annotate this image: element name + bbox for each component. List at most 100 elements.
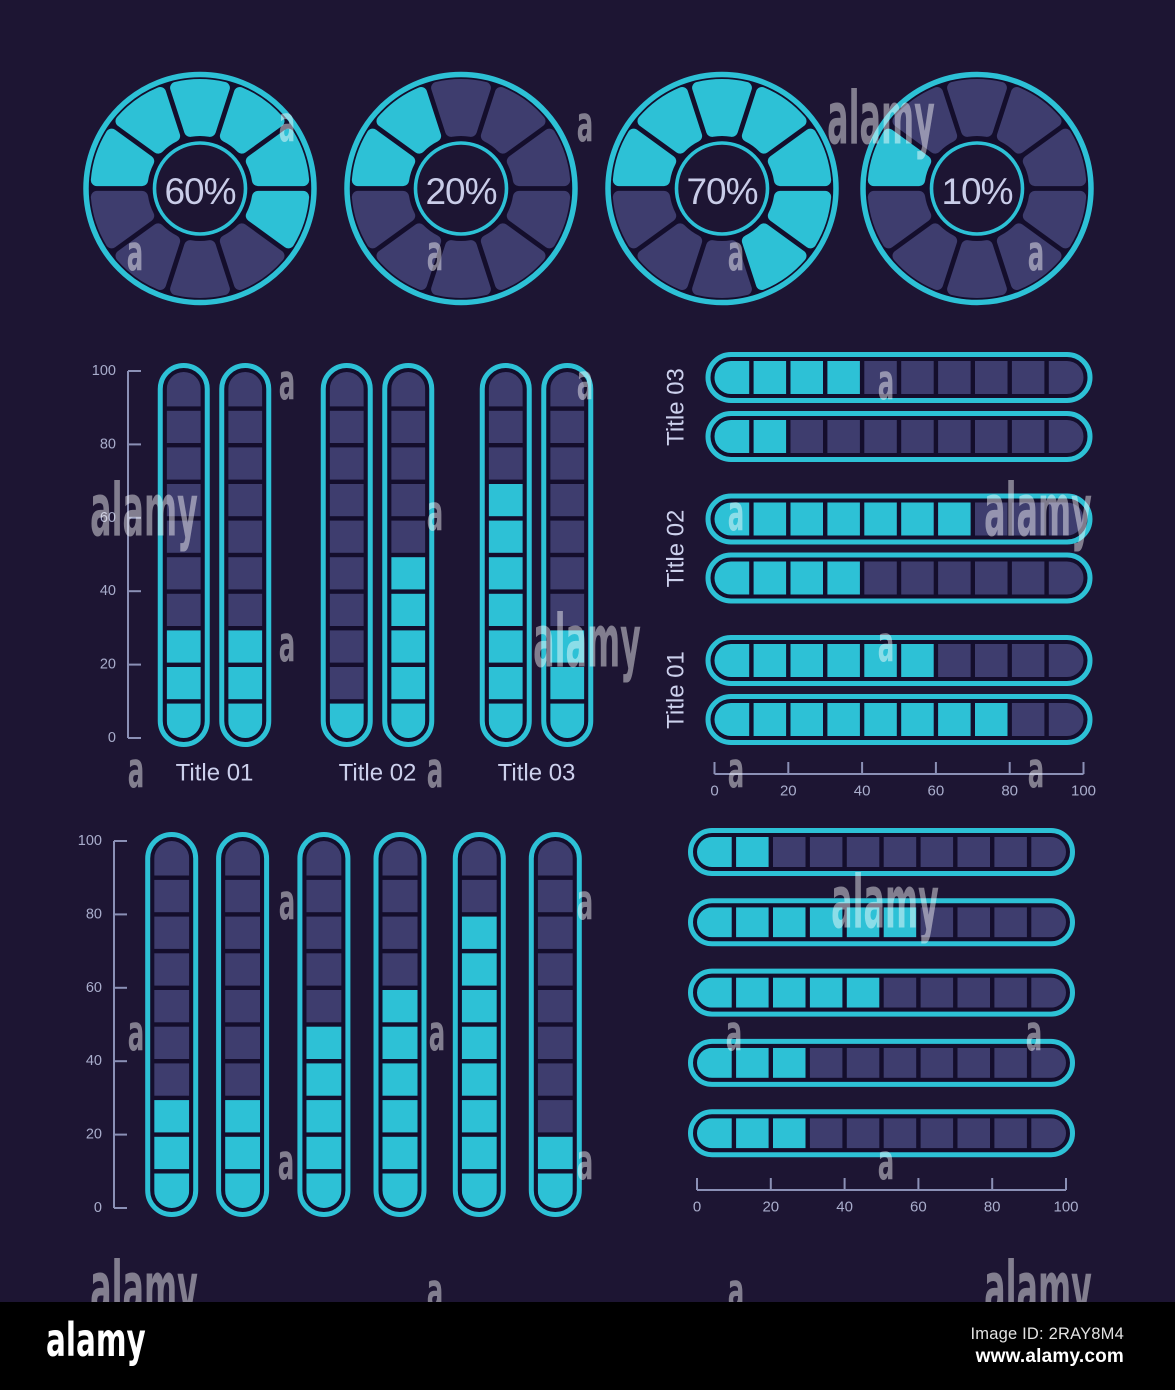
group-title: Title 02 bbox=[339, 760, 417, 787]
pill-segment-filled bbox=[488, 557, 523, 590]
pill-segment-empty bbox=[975, 644, 1008, 677]
pill-segment-empty bbox=[329, 484, 364, 517]
wheel-segment-filled bbox=[219, 86, 285, 154]
pill-segment-filled bbox=[306, 1100, 342, 1133]
pill-segment-empty bbox=[550, 484, 585, 517]
pill-segment-filled bbox=[225, 1173, 261, 1208]
wheel-segment-filled bbox=[741, 86, 807, 154]
pill-segment-filled bbox=[488, 484, 523, 517]
horizontal-pill bbox=[688, 1038, 1075, 1087]
pill-segment-filled bbox=[382, 1173, 418, 1208]
watermark-alamy: alamy bbox=[984, 468, 1092, 554]
watermark-alamy: alamy bbox=[827, 76, 935, 162]
vertical-pill bbox=[373, 832, 427, 1217]
pill-segment-filled bbox=[391, 667, 426, 700]
x-axis-tick-label: 60 bbox=[910, 1199, 927, 1216]
pill-segment-filled bbox=[537, 1173, 573, 1208]
pill-segment-empty bbox=[790, 420, 823, 453]
pill-segment-empty bbox=[154, 953, 190, 986]
pill-segment-filled bbox=[537, 1136, 573, 1170]
pill-segment-empty bbox=[883, 1118, 917, 1149]
vertical-pill bbox=[528, 832, 582, 1217]
wheel-segment-empty bbox=[351, 190, 416, 249]
pill-segment-empty bbox=[864, 561, 897, 595]
y-axis-tick-label: 20 bbox=[86, 1127, 102, 1143]
pill-segment-empty bbox=[975, 420, 1008, 453]
horizontal-pill bbox=[688, 968, 1075, 1017]
pill-segment-filled bbox=[461, 1136, 497, 1170]
watermark-a: a bbox=[877, 615, 895, 674]
y-axis-tick-label: 80 bbox=[86, 906, 102, 922]
pill-segment-empty bbox=[938, 361, 971, 394]
watermark-a: a bbox=[1025, 1004, 1043, 1063]
wheel-segment-empty bbox=[692, 240, 752, 298]
y-axis: 0 20 40 60 80 100 bbox=[92, 363, 141, 746]
pill-segment-empty bbox=[1031, 1118, 1066, 1149]
pill-segment-empty bbox=[391, 410, 426, 443]
pill-segment-filled bbox=[228, 630, 263, 663]
pill-segment-empty bbox=[391, 484, 426, 517]
watermark-a: a bbox=[576, 1133, 594, 1192]
pill-segment-filled bbox=[773, 1118, 806, 1149]
x-axis-tick-label: 100 bbox=[1053, 1199, 1078, 1216]
pill-segment-filled bbox=[753, 361, 787, 394]
x-axis-tick-label: 0 bbox=[710, 783, 718, 800]
watermark-a: a bbox=[1027, 224, 1045, 283]
pill-segment-empty bbox=[1031, 907, 1066, 938]
y-axis: 0 20 40 60 80 100 bbox=[78, 833, 127, 1216]
pill-segment-filled bbox=[975, 703, 1008, 736]
progress-wheel: 70% bbox=[605, 71, 839, 306]
pill-segment-empty bbox=[809, 1047, 843, 1078]
pill-segment-filled bbox=[697, 907, 732, 938]
vertical-pill bbox=[479, 363, 532, 747]
wheel-segment-empty bbox=[1022, 190, 1087, 249]
vertical-pill bbox=[320, 363, 373, 747]
wheel-segment-empty bbox=[947, 240, 1007, 298]
wheel-inner-ring bbox=[929, 141, 1025, 236]
pill-segment-filled bbox=[736, 1118, 769, 1149]
wheel-center bbox=[678, 144, 766, 233]
wheel-segment-filled bbox=[767, 190, 832, 249]
pill-segment-filled bbox=[846, 907, 880, 938]
pill-segment-empty bbox=[382, 916, 418, 949]
pill-segment-empty bbox=[166, 557, 201, 590]
wheel-center bbox=[417, 144, 505, 233]
pill-segment-empty bbox=[938, 561, 971, 595]
wheel-segment-filled bbox=[115, 86, 181, 154]
pill-segment-filled bbox=[382, 1063, 418, 1096]
wheel-segment-filled bbox=[637, 86, 703, 154]
pill-segment-empty bbox=[166, 520, 201, 553]
vertical-pill bbox=[297, 832, 351, 1217]
wheel-segment-empty bbox=[506, 128, 571, 187]
pill-segment-empty bbox=[1048, 644, 1084, 677]
pill-segment-empty bbox=[537, 1063, 573, 1096]
pill-segment-filled bbox=[714, 420, 750, 453]
pill-segment-filled bbox=[714, 703, 750, 736]
watermark-a: a bbox=[426, 741, 444, 800]
pill-segment-empty bbox=[225, 1026, 261, 1059]
y-axis-tick-label: 0 bbox=[108, 730, 116, 746]
pill-segment-filled bbox=[827, 361, 860, 394]
pill-segment-empty bbox=[382, 953, 418, 986]
x-axis-tick-label: 100 bbox=[1071, 783, 1096, 800]
horizontal-progress-stack-chart: 0 20 40 60 80 100 bbox=[688, 828, 1079, 1216]
pill-segment-empty bbox=[1011, 561, 1045, 595]
wheel-segment-empty bbox=[996, 223, 1062, 291]
vertical-grouped-progress-chart: 0 20 40 60 80 100 Title 01 Title 02 Title 03 bbox=[92, 363, 594, 787]
wheel-percent-label: 10% bbox=[941, 171, 1012, 212]
pill-segment-empty bbox=[957, 977, 990, 1008]
pill-segment-empty bbox=[1048, 703, 1084, 736]
pill-segment-empty bbox=[957, 1118, 990, 1149]
wheel-segment-filled bbox=[867, 128, 932, 187]
pill-segment-empty bbox=[461, 879, 497, 913]
pill-segment-empty bbox=[488, 447, 523, 480]
y-axis-tick-label: 60 bbox=[86, 980, 102, 996]
pill-segment-empty bbox=[938, 644, 971, 677]
wheel-segment-empty bbox=[90, 190, 155, 249]
x-axis-tick-label: 80 bbox=[1001, 783, 1018, 800]
watermark-a: a bbox=[877, 353, 895, 412]
wheel-segment-empty bbox=[892, 86, 958, 154]
horizontal-pill bbox=[705, 352, 1093, 403]
